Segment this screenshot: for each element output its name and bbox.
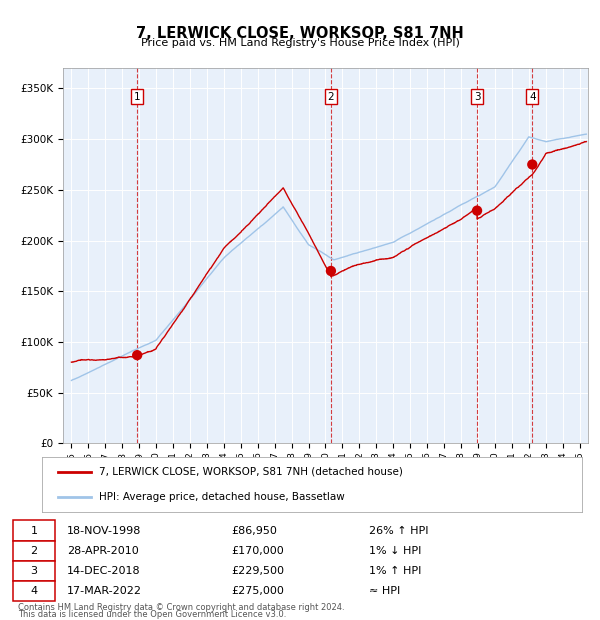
Text: 28-APR-2010: 28-APR-2010 <box>67 546 139 556</box>
FancyBboxPatch shape <box>13 561 55 581</box>
Text: 1: 1 <box>31 526 37 536</box>
Text: £86,950: £86,950 <box>231 526 277 536</box>
Point <box>472 206 482 216</box>
Text: This data is licensed under the Open Government Licence v3.0.: This data is licensed under the Open Gov… <box>18 610 286 619</box>
Point <box>326 266 336 276</box>
Text: 1: 1 <box>134 92 140 102</box>
Text: 2: 2 <box>31 546 37 556</box>
Text: £170,000: £170,000 <box>231 546 284 556</box>
Text: 4: 4 <box>31 586 37 596</box>
Text: ≈ HPI: ≈ HPI <box>369 586 400 596</box>
Text: Contains HM Land Registry data © Crown copyright and database right 2024.: Contains HM Land Registry data © Crown c… <box>18 603 344 612</box>
Text: 2: 2 <box>328 92 334 102</box>
Text: 7, LERWICK CLOSE, WORKSOP, S81 7NH: 7, LERWICK CLOSE, WORKSOP, S81 7NH <box>136 26 464 41</box>
Text: 3: 3 <box>474 92 481 102</box>
FancyBboxPatch shape <box>13 581 55 601</box>
Text: £229,500: £229,500 <box>231 566 284 576</box>
Text: 14-DEC-2018: 14-DEC-2018 <box>67 566 140 576</box>
FancyBboxPatch shape <box>13 520 55 541</box>
Text: Price paid vs. HM Land Registry's House Price Index (HPI): Price paid vs. HM Land Registry's House … <box>140 38 460 48</box>
Text: 18-NOV-1998: 18-NOV-1998 <box>67 526 141 536</box>
Text: 1% ↓ HPI: 1% ↓ HPI <box>369 546 421 556</box>
Text: 7, LERWICK CLOSE, WORKSOP, S81 7NH (detached house): 7, LERWICK CLOSE, WORKSOP, S81 7NH (deta… <box>98 467 403 477</box>
Text: HPI: Average price, detached house, Bassetlaw: HPI: Average price, detached house, Bass… <box>98 492 344 502</box>
Text: 3: 3 <box>31 566 37 576</box>
Text: 17-MAR-2022: 17-MAR-2022 <box>67 586 142 596</box>
FancyBboxPatch shape <box>13 541 55 561</box>
Point <box>133 350 142 360</box>
Text: 1% ↑ HPI: 1% ↑ HPI <box>369 566 421 576</box>
Text: £275,000: £275,000 <box>231 586 284 596</box>
Text: 26% ↑ HPI: 26% ↑ HPI <box>369 526 428 536</box>
Point <box>527 159 537 169</box>
Text: 4: 4 <box>529 92 536 102</box>
